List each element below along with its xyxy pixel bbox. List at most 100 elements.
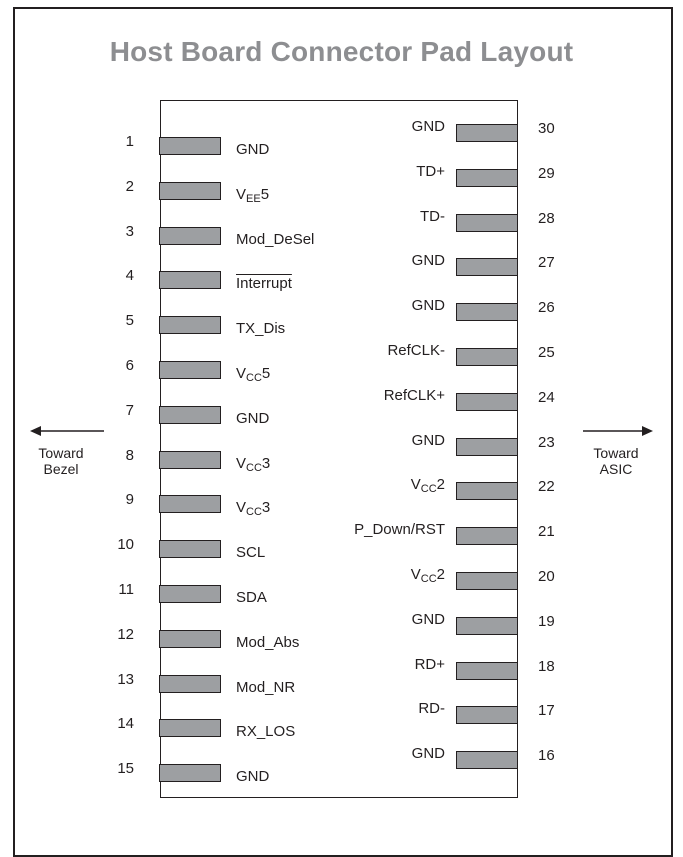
pin-label-7: GND bbox=[236, 410, 269, 428]
pin-label-text: TX_Dis bbox=[236, 320, 286, 337]
pin-label-text: GND bbox=[411, 745, 445, 762]
pin-label-12: Mod_Abs bbox=[236, 634, 299, 652]
pad-12 bbox=[159, 630, 221, 648]
diagram-title: Host Board Connector Pad Layout bbox=[109, 36, 574, 67]
toward-bezel-arrow-icon bbox=[30, 426, 104, 436]
pin-label-text: RD+ bbox=[414, 656, 445, 673]
pin-label-text: GND bbox=[411, 432, 445, 449]
pin-label-main: V bbox=[236, 499, 247, 516]
pad-8 bbox=[159, 451, 221, 469]
toward-bezel-line2: Bezel bbox=[43, 461, 79, 477]
pin-number-8: 8 bbox=[125, 447, 134, 464]
toward-bezel-line1: Toward bbox=[38, 445, 84, 461]
pad-17 bbox=[456, 706, 518, 724]
pin-label-subscript: CC bbox=[246, 462, 262, 474]
pin-label-11: SDA bbox=[236, 589, 267, 607]
pin-label-9: VCC3 bbox=[236, 499, 271, 518]
pin-number-13: 13 bbox=[117, 671, 134, 688]
pin-label-text: RefCLK- bbox=[387, 342, 445, 359]
toward-asic-line1: Toward bbox=[593, 445, 639, 461]
pad-28 bbox=[456, 214, 518, 232]
pad-1 bbox=[159, 137, 221, 155]
pin-label-main: V bbox=[236, 186, 247, 203]
pin-number-1: 1 bbox=[125, 133, 134, 150]
pad-14 bbox=[159, 719, 221, 737]
pin-label-text: SDA bbox=[236, 589, 267, 606]
pin-number-29: 29 bbox=[538, 165, 555, 182]
pin-number-22: 22 bbox=[538, 478, 555, 495]
pin-number-5: 5 bbox=[125, 312, 134, 329]
pad-3 bbox=[159, 227, 221, 245]
pad-22 bbox=[456, 482, 518, 500]
pin-number-14: 14 bbox=[117, 715, 134, 732]
pin-label-text: RX_LOS bbox=[236, 723, 296, 740]
pin-label-4: Interrupt bbox=[236, 275, 292, 293]
pin-label-subscript: EE bbox=[246, 193, 261, 205]
pin-label-28: TD- bbox=[420, 208, 445, 226]
pin-number-27: 27 bbox=[538, 254, 555, 271]
pad-18 bbox=[456, 662, 518, 680]
pad-11 bbox=[159, 585, 221, 603]
pin-label-6: VCC5 bbox=[236, 365, 271, 384]
pin-label-1: GND bbox=[236, 141, 269, 159]
pin-label-tail: 5 bbox=[260, 186, 270, 203]
pin-label-text: GND bbox=[411, 118, 445, 135]
pin-label-text: Mod_Abs bbox=[236, 634, 300, 651]
pin-label-subscript: CC bbox=[420, 483, 437, 495]
pin-label-text: GND bbox=[236, 768, 270, 785]
pin-label-text: GND bbox=[411, 252, 445, 269]
pin-label-text: TD+ bbox=[416, 163, 445, 180]
pin-label-text: RefCLK+ bbox=[383, 387, 445, 404]
pin-label-24: RefCLK+ bbox=[384, 387, 445, 405]
pin-label-text: SCL bbox=[236, 544, 266, 561]
pad-26 bbox=[456, 303, 518, 321]
pin-label-16: GND bbox=[412, 745, 445, 763]
pin-number-10: 10 bbox=[117, 536, 134, 553]
pin-number-3: 3 bbox=[125, 223, 134, 240]
pin-label-text: GND bbox=[236, 141, 270, 158]
pin-number-7: 7 bbox=[125, 402, 134, 419]
pin-label-main: V bbox=[410, 476, 421, 493]
pin-number-20: 20 bbox=[538, 568, 555, 585]
pin-label-20: VCC2 bbox=[410, 566, 445, 585]
pad-24 bbox=[456, 393, 518, 411]
pin-number-18: 18 bbox=[538, 658, 555, 675]
pin-label-13: Mod_NR bbox=[236, 679, 295, 697]
pin-label-text: RD- bbox=[418, 700, 445, 717]
pin-number-17: 17 bbox=[538, 702, 555, 719]
pin-label-main: V bbox=[236, 455, 247, 472]
pad-15 bbox=[159, 764, 221, 782]
pad-21 bbox=[456, 527, 518, 545]
pin-label-17: RD- bbox=[418, 700, 445, 718]
pin-label-main: V bbox=[410, 566, 421, 583]
pad-29 bbox=[456, 169, 518, 187]
pin-label-subscript: CC bbox=[246, 372, 262, 384]
pad-13 bbox=[159, 675, 221, 693]
pad-2 bbox=[159, 182, 221, 200]
pin-label-29: TD+ bbox=[416, 163, 445, 181]
pin-label-tail: 2 bbox=[436, 476, 445, 493]
pin-label-tail: 5 bbox=[261, 365, 271, 382]
pin-label-tail: 3 bbox=[261, 499, 271, 516]
pad-19 bbox=[456, 617, 518, 635]
pin-label-27: GND bbox=[412, 252, 445, 270]
pin-number-28: 28 bbox=[538, 210, 555, 227]
pin-label-21: P_Down/RST bbox=[354, 521, 445, 539]
pad-7 bbox=[159, 406, 221, 424]
pad-10 bbox=[159, 540, 221, 558]
pad-23 bbox=[456, 438, 518, 456]
pin-number-21: 21 bbox=[538, 523, 555, 540]
pin-label-2: VEE5 bbox=[236, 186, 270, 205]
pin-label-25: RefCLK- bbox=[387, 342, 445, 360]
pin-label-subscript: CC bbox=[246, 506, 262, 518]
pin-label-26: GND bbox=[412, 297, 445, 315]
pad-6 bbox=[159, 361, 221, 379]
pin-number-2: 2 bbox=[125, 178, 134, 195]
pin-label-tail: 3 bbox=[261, 455, 271, 472]
pad-5 bbox=[159, 316, 221, 334]
pin-label-23: GND bbox=[412, 432, 445, 450]
pin-number-15: 15 bbox=[117, 760, 134, 777]
pin-label-14: RX_LOS bbox=[236, 723, 295, 741]
pad-20 bbox=[456, 572, 518, 590]
pin-label-main: V bbox=[236, 365, 247, 382]
